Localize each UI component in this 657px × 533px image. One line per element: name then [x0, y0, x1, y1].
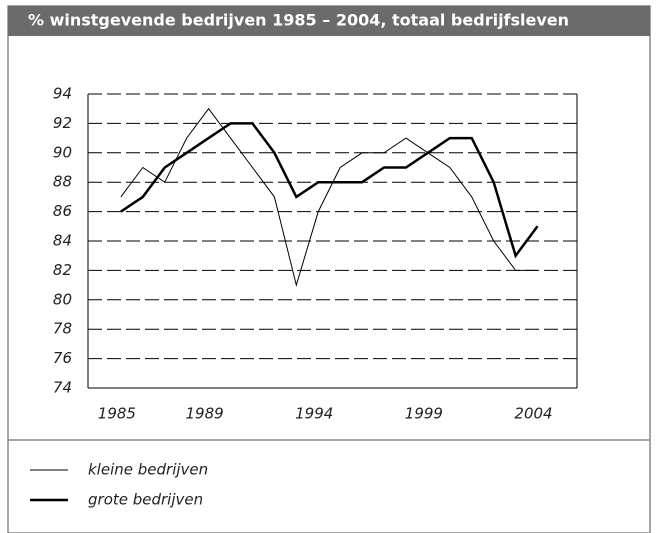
x-tick-label: 1994 [295, 405, 333, 423]
legend-label: kleine bedrijven [88, 461, 208, 479]
y-tick-label: 74 [53, 379, 72, 397]
y-tick-label: 86 [53, 202, 72, 220]
x-tick-label: 1985 [98, 405, 136, 423]
y-tick-label: 76 [53, 349, 72, 367]
x-tick-label: 1989 [186, 405, 224, 423]
y-tick-label: 92 [53, 114, 72, 132]
y-tick-label: 80 [53, 290, 72, 308]
chart-title: % winstgevende bedrijven 1985 – 2004, to… [28, 11, 569, 30]
title-bar [8, 6, 650, 36]
x-tick-label: 2004 [514, 405, 552, 423]
series-line [120, 107, 538, 287]
y-tick-label: 78 [53, 320, 72, 338]
x-tick-label: 1999 [405, 405, 443, 423]
y-tick-label: 84 [53, 232, 72, 250]
legend-label: grote bedrijven [88, 491, 203, 509]
y-tick-label: 88 [53, 173, 72, 191]
frame [7, 5, 651, 533]
y-tick-label: 82 [53, 261, 72, 279]
series-line [120, 122, 539, 259]
y-tick-label: 94 [53, 85, 72, 103]
y-tick-label: 90 [53, 143, 72, 161]
